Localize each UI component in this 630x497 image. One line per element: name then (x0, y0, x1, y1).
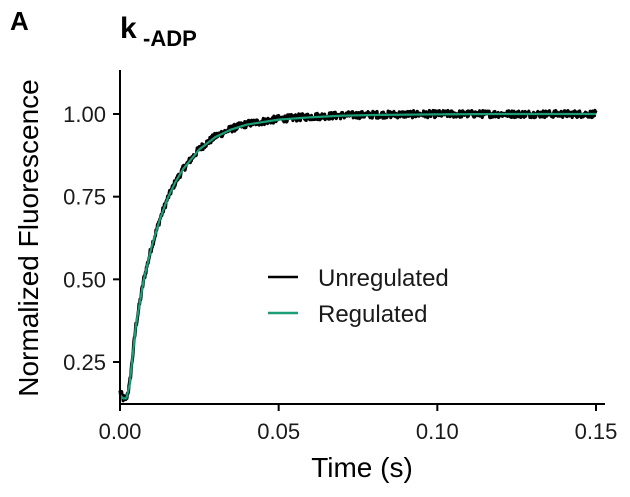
legend-label: Regulated (318, 301, 427, 328)
legend-label: Unregulated (318, 265, 449, 292)
y-tick-label: 1.00 (63, 102, 106, 127)
y-axis-ticks: 0.25 0.50 0.75 1.00 (63, 102, 120, 375)
y-tick-label: 0.25 (63, 350, 106, 375)
chart-title-main: k (120, 12, 137, 45)
series-line-regulated (119, 112, 596, 400)
y-tick-label: 0.50 (63, 267, 106, 292)
x-tick-label: 0.05 (257, 419, 300, 444)
y-tick-label: 0.75 (63, 185, 106, 210)
x-tick-label: 0.00 (99, 419, 142, 444)
chart-title-subscript: -ADP (143, 26, 197, 51)
x-tick-label: 0.10 (416, 419, 459, 444)
plot-lines (118, 108, 598, 403)
x-axis-ticks: 0.00 0.05 0.10 0.15 (99, 404, 618, 444)
legend: Unregulated Regulated (268, 265, 449, 328)
series-line-unregulated (118, 108, 598, 403)
x-axis-title: Time (s) (311, 452, 413, 483)
y-axis-title: Normalized Fluorescence (13, 79, 44, 396)
x-tick-label: 0.15 (575, 419, 618, 444)
panel-label: A (10, 6, 29, 36)
